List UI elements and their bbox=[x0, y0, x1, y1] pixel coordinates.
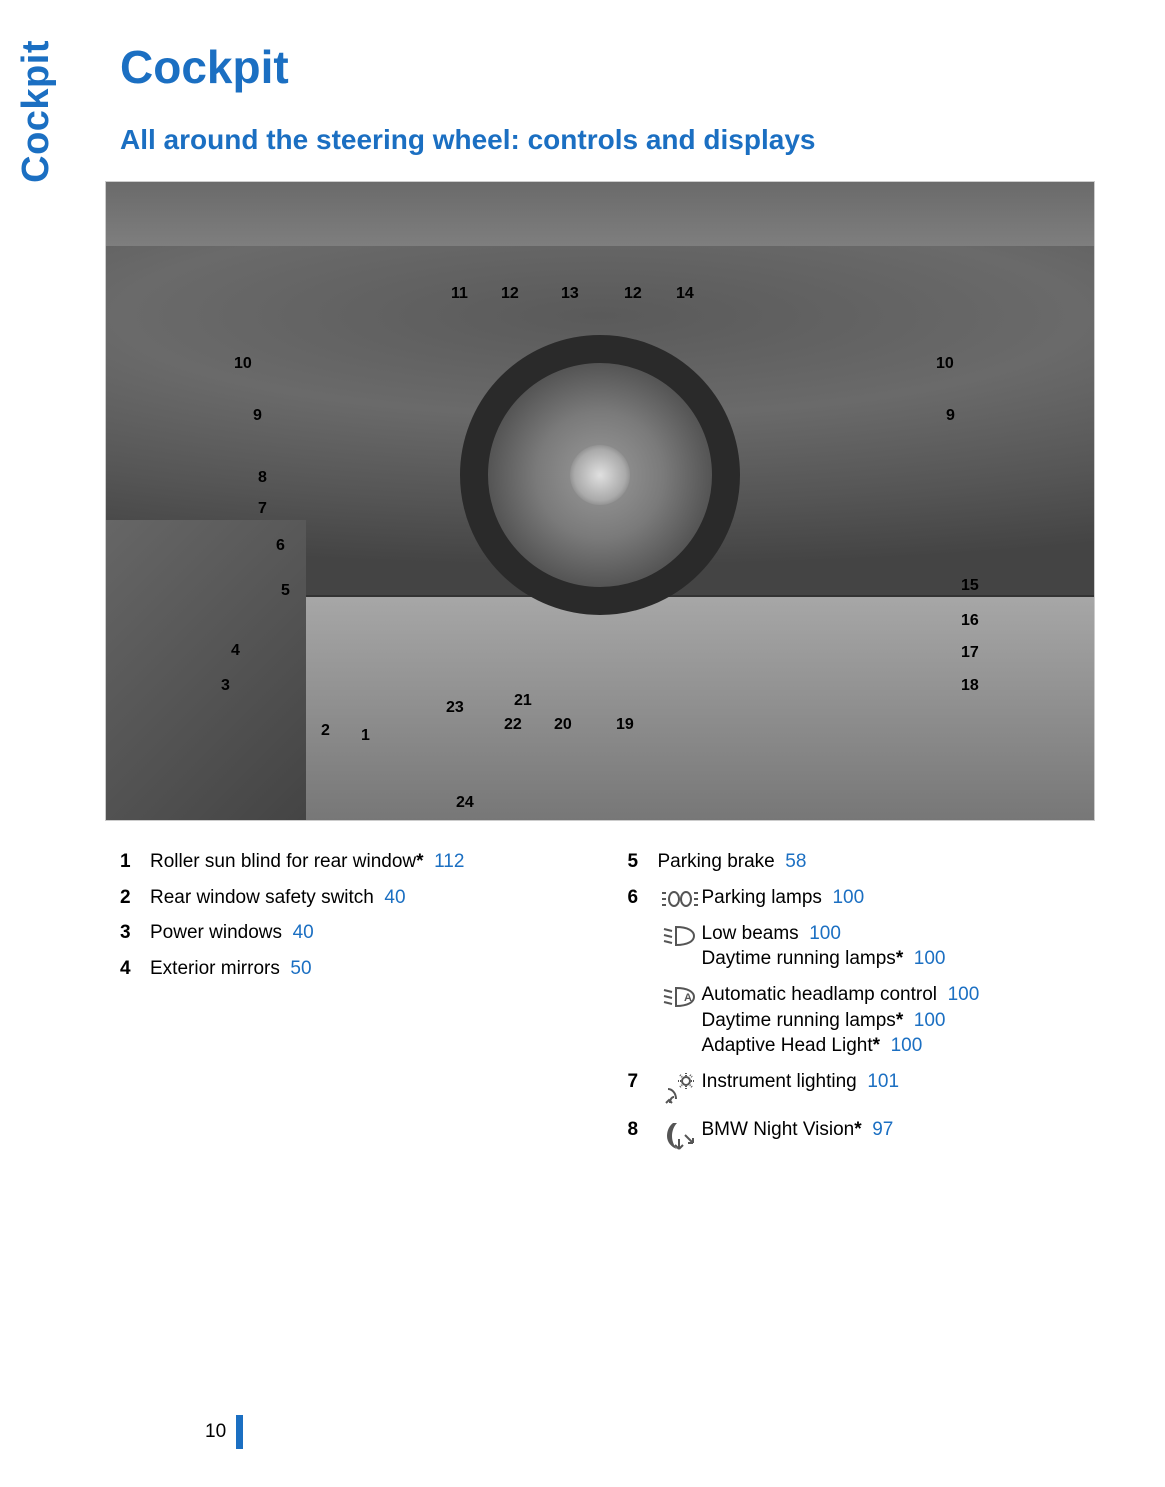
steering-hub-shape bbox=[570, 445, 630, 505]
right-column: 5Parking brake 586Parking lamps 100Low b… bbox=[628, 849, 1096, 1163]
item-number: 6 bbox=[628, 885, 658, 911]
low-beams-icon bbox=[658, 921, 702, 949]
list-item: 7 Instrument lighting 101 bbox=[628, 1069, 1096, 1107]
callout-15: 15 bbox=[961, 577, 979, 595]
item-number: 2 bbox=[120, 885, 150, 911]
callout-14: 14 bbox=[676, 285, 694, 303]
page-number-block: 10 bbox=[205, 1415, 243, 1449]
callout-9b: 9 bbox=[946, 407, 955, 425]
item-number: 8 bbox=[628, 1117, 658, 1143]
callout-5: 5 bbox=[281, 582, 290, 600]
callout-9a: 9 bbox=[253, 407, 262, 425]
list-item: 5Parking brake 58 bbox=[628, 849, 1096, 875]
callout-4: 4 bbox=[231, 642, 240, 660]
door-panel-shape bbox=[106, 520, 306, 820]
callout-19: 19 bbox=[616, 716, 634, 734]
callout-11: 11 bbox=[451, 285, 468, 303]
section-subtitle: All around the steering wheel: controls … bbox=[120, 124, 1095, 156]
parking-lamps-icon bbox=[658, 885, 702, 911]
night-vision-icon bbox=[658, 1117, 702, 1153]
callout-10b: 10 bbox=[936, 355, 954, 373]
list-item: 3Power windows 40 bbox=[120, 920, 588, 946]
item-text: Roller sun blind for rear window* 112 bbox=[150, 849, 588, 875]
list-item: A Automatic headlamp control 100Daytime r… bbox=[628, 982, 1096, 1059]
callout-20: 20 bbox=[554, 716, 572, 734]
item-number: 3 bbox=[120, 920, 150, 946]
item-text: Rear window safety switch 40 bbox=[150, 885, 588, 911]
callout-18: 18 bbox=[961, 677, 979, 695]
list-item: 6 Parking lamps 100 bbox=[628, 885, 1096, 911]
list-item: 1Roller sun blind for rear window* 112 bbox=[120, 849, 588, 875]
item-text: Instrument lighting 101 bbox=[702, 1069, 1096, 1095]
callout-21: 21 bbox=[514, 692, 532, 710]
callout-7: 7 bbox=[258, 500, 267, 518]
item-text: Power windows 40 bbox=[150, 920, 588, 946]
callout-8: 8 bbox=[258, 469, 267, 487]
list-item: 4Exterior mirrors 50 bbox=[120, 956, 588, 982]
item-text: Automatic headlamp control 100Daytime ru… bbox=[702, 982, 1096, 1059]
callout-13: 13 bbox=[561, 285, 579, 303]
steering-wheel-shape bbox=[460, 335, 740, 615]
page-number: 10 bbox=[205, 1421, 226, 1443]
svg-text:A: A bbox=[684, 992, 692, 1004]
callout-24: 24 bbox=[456, 794, 474, 812]
list-item: 8 BMW Night Vision* 97 bbox=[628, 1117, 1096, 1153]
item-number: 1 bbox=[120, 849, 150, 875]
callout-12a: 12 bbox=[501, 285, 519, 303]
item-number: 5 bbox=[628, 849, 658, 875]
page-number-bar bbox=[236, 1415, 243, 1449]
callout-23: 23 bbox=[446, 699, 464, 717]
cockpit-diagram: 11 12 13 12 14 10 10 9 9 8 7 6 5 4 3 2 1… bbox=[105, 181, 1095, 821]
item-text: Parking brake 58 bbox=[658, 849, 1096, 875]
item-text: BMW Night Vision* 97 bbox=[702, 1117, 1096, 1143]
instrument-lighting-icon bbox=[658, 1069, 702, 1107]
callout-1: 1 bbox=[361, 727, 370, 745]
item-text: Low beams 100Daytime running lamps* 100 bbox=[702, 921, 1096, 972]
item-text: Parking lamps 100 bbox=[702, 885, 1096, 911]
item-number: 7 bbox=[628, 1069, 658, 1095]
item-number: 4 bbox=[120, 956, 150, 982]
page-title: Cockpit bbox=[120, 40, 1095, 94]
list-item: Low beams 100Daytime running lamps* 100 bbox=[628, 921, 1096, 972]
callout-22: 22 bbox=[504, 716, 522, 734]
callout-3: 3 bbox=[221, 677, 230, 695]
left-column: 1Roller sun blind for rear window* 1122R… bbox=[120, 849, 588, 1163]
list-item: 2Rear window safety switch 40 bbox=[120, 885, 588, 911]
item-text: Exterior mirrors 50 bbox=[150, 956, 588, 982]
callout-6: 6 bbox=[276, 537, 285, 555]
callout-10a: 10 bbox=[234, 355, 252, 373]
auto-headlamp-icon: A bbox=[658, 982, 702, 1012]
callout-12b: 12 bbox=[624, 285, 642, 303]
section-tab: Cockpit bbox=[15, 40, 58, 183]
callout-2: 2 bbox=[321, 722, 330, 740]
callout-17: 17 bbox=[961, 644, 979, 662]
callout-16: 16 bbox=[961, 612, 979, 630]
